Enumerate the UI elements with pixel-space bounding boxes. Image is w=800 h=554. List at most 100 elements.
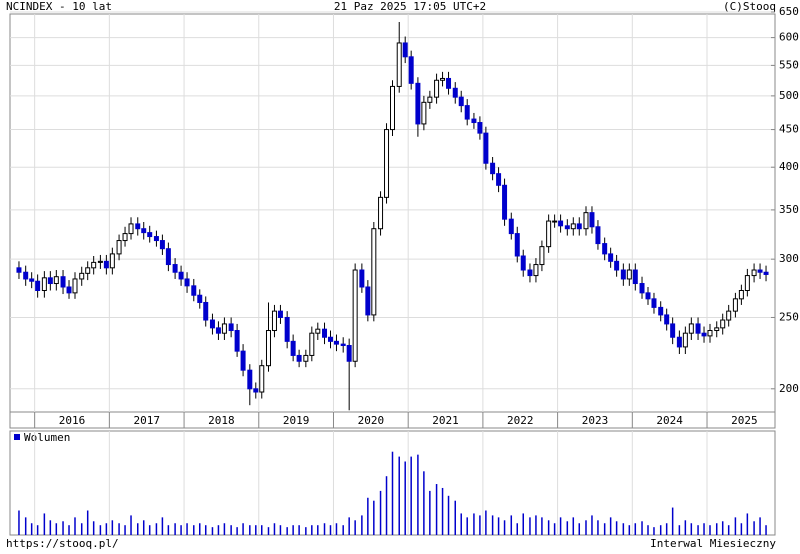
candle-body: [53, 276, 59, 285]
candle-body: [477, 122, 483, 134]
legend-swatch: [14, 434, 20, 440]
candle-body: [172, 264, 178, 273]
candle-body: [583, 212, 589, 230]
candle-body: [259, 365, 265, 393]
candle-body: [396, 42, 402, 87]
candle-body: [726, 310, 732, 321]
candle-body: [490, 162, 496, 175]
candle-body: [595, 226, 601, 245]
candle-body: [539, 246, 545, 266]
candle-body: [533, 264, 539, 277]
candle-body: [23, 271, 29, 280]
y-tick-label: 450: [779, 123, 799, 136]
candle-body: [191, 285, 197, 296]
candle-body: [16, 267, 22, 273]
candle-body: [184, 278, 190, 287]
candle-body: [333, 340, 339, 345]
candle-body: [135, 223, 141, 230]
candle-body: [720, 319, 726, 329]
candle-body: [228, 323, 234, 332]
candle-body: [340, 343, 346, 347]
candle-body: [284, 316, 290, 342]
candle-body: [527, 269, 533, 277]
candle-body: [79, 272, 85, 280]
candle-body: [296, 354, 302, 362]
x-tick-label: 2021: [432, 414, 459, 427]
candle-body: [253, 388, 259, 393]
candle-body: [602, 243, 608, 255]
candle-body: [72, 278, 78, 294]
y-tick-label: 300: [779, 252, 799, 265]
candle-body: [390, 85, 395, 131]
candle-body: [402, 42, 408, 58]
candle-body: [85, 267, 91, 274]
candle-body: [620, 269, 626, 280]
candle-body: [732, 298, 738, 312]
candle-body: [346, 345, 352, 362]
footer-url[interactable]: https://stooq.pl/: [6, 537, 119, 550]
candle-body: [359, 269, 365, 288]
footer-interval: Interwal Miesieczny: [650, 537, 776, 550]
candle-body: [676, 336, 682, 348]
candle-body: [303, 354, 309, 362]
candle-body: [116, 240, 122, 255]
candle-body: [147, 232, 153, 238]
y-tick-label: 350: [779, 203, 799, 216]
candle-body: [632, 269, 638, 285]
candle-body: [452, 87, 458, 98]
candle-body: [234, 330, 240, 352]
candle-body: [458, 96, 464, 107]
candle-body: [66, 286, 72, 294]
candle-body: [371, 228, 377, 316]
candle-body: [97, 260, 103, 263]
candle-body: [508, 218, 514, 235]
candle-body: [384, 129, 390, 198]
candle-body: [558, 220, 564, 227]
legend-label: Wolumen: [24, 431, 70, 444]
candle-body: [91, 261, 97, 269]
candle-body: [421, 101, 427, 125]
x-tick-label: 2025: [731, 414, 758, 427]
candle-body: [502, 184, 508, 220]
candle-body: [159, 240, 165, 250]
candle-body: [751, 269, 757, 277]
main-frame: [9, 13, 776, 429]
candle-body: [271, 310, 277, 332]
candle-body: [645, 292, 651, 300]
candle-body: [570, 223, 576, 230]
y-tick-label: 200: [779, 382, 799, 395]
candle-body: [315, 328, 321, 334]
candle-body: [408, 56, 414, 84]
candle-body: [41, 277, 47, 292]
y-tick-label: 400: [779, 160, 799, 173]
y-tick-label: 500: [779, 89, 799, 102]
x-tick-label: 2024: [656, 414, 683, 427]
candle-body: [240, 350, 246, 371]
candle-body: [471, 118, 477, 124]
candle-body: [141, 228, 147, 234]
candle-body: [221, 323, 227, 334]
y-tick-label: 600: [779, 31, 799, 44]
candle-body: [707, 330, 713, 337]
candle-body: [427, 96, 433, 103]
y-tick-label: 550: [779, 58, 799, 71]
y-tick-label: 250: [779, 310, 799, 323]
candle-body: [682, 332, 688, 348]
chart-title: NCINDEX - 10 lat: [6, 0, 112, 13]
candle-body: [440, 77, 446, 81]
x-tick-label: 2020: [358, 414, 385, 427]
candle-body: [153, 236, 159, 242]
candle-body: [109, 253, 115, 269]
candle-body: [688, 323, 694, 334]
candle-body: [103, 260, 109, 269]
x-tick-label: 2016: [59, 414, 86, 427]
candle-body: [757, 269, 763, 273]
candle-body: [415, 82, 421, 125]
candle-body: [552, 220, 558, 223]
candle-body: [209, 319, 215, 329]
candle-body: [763, 271, 769, 275]
x-tick-label: 2018: [208, 414, 235, 427]
candle-body: [277, 310, 283, 318]
candle-body: [608, 253, 614, 262]
